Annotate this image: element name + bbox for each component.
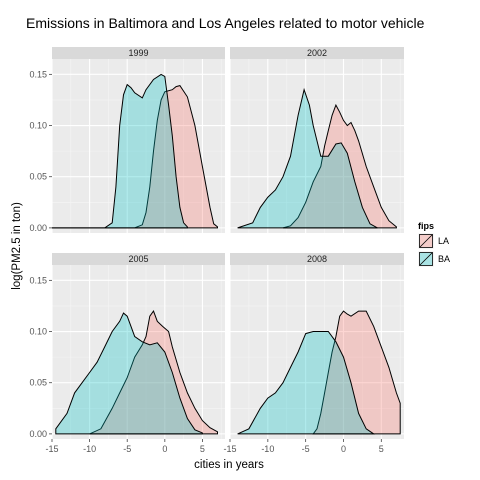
facet-panel-1999: 1999 0.00 0.05 0.10 0.15 xyxy=(29,47,225,233)
facet-strip-label: 2005 xyxy=(128,254,148,264)
density-area-ba xyxy=(237,87,378,229)
facet-grid: 1999 0.00 0.05 0.10 0.15 2002 2005 0.00 0.05 0.10… xyxy=(29,47,404,454)
y-tick-label: 0.15 xyxy=(29,69,47,79)
x-tick-label: -5 xyxy=(123,444,131,454)
y-tick-label: 0.05 xyxy=(29,378,47,388)
density-area-la xyxy=(52,85,218,229)
x-tick-label: 5 xyxy=(200,444,205,454)
legend-title: fips xyxy=(418,221,434,231)
facet-strip xyxy=(52,253,225,265)
y-tick-label: 0.10 xyxy=(29,121,47,131)
x-tick-label: -10 xyxy=(83,444,96,454)
x-tick-label: -5 xyxy=(302,444,310,454)
facet-strip xyxy=(230,47,404,59)
facet-strip-label: 2002 xyxy=(307,48,327,58)
y-tick-label: 0.00 xyxy=(29,429,47,439)
facet-panel-2002: 2002 xyxy=(229,47,404,233)
y-tick-label: 0.05 xyxy=(29,172,47,182)
density-area-la xyxy=(312,310,401,435)
x-tick-label: 0 xyxy=(162,444,167,454)
panel-background xyxy=(52,59,225,233)
y-tick-label: 0.15 xyxy=(29,275,47,285)
panel-background xyxy=(230,59,404,233)
x-tick-label: 5 xyxy=(379,444,384,454)
density-area-ba xyxy=(55,312,203,435)
density-area-ba xyxy=(237,331,376,435)
y-axis-title: log(PM2.5 in ton) xyxy=(11,202,23,290)
density-area-ba xyxy=(52,73,188,229)
facet-strip-label: 2008 xyxy=(307,254,327,264)
legend: fips LA BA xyxy=(417,221,450,268)
legend-label-ba: BA xyxy=(438,254,450,264)
x-tick-label: -10 xyxy=(261,444,274,454)
legend-key-slash xyxy=(419,252,433,266)
chart-title: Emissions in Baltimora and Los Angeles r… xyxy=(26,15,425,31)
legend-key-slash xyxy=(419,234,433,248)
x-axis-title: cities in years xyxy=(194,459,264,471)
facet-strip xyxy=(230,253,404,265)
density-area-la xyxy=(89,310,218,435)
density-area-la xyxy=(282,103,397,229)
facet-panel-2005: 2005 0.00 0.05 0.10 0.15 -15 -10 -5 0 5 xyxy=(29,253,225,454)
x-tick-label: 0 xyxy=(341,444,346,454)
facet-panel-2008: 2008 -15 -10 -5 0 5 xyxy=(223,253,404,454)
facet-strip xyxy=(52,47,225,59)
facet-strip-label: 1999 xyxy=(128,48,148,58)
y-tick-label: 0.00 xyxy=(29,223,47,233)
x-tick-label: -15 xyxy=(45,444,58,454)
x-tick-label: -15 xyxy=(223,444,236,454)
y-tick-label: 0.10 xyxy=(29,327,47,337)
legend-label-la: LA xyxy=(438,236,449,246)
